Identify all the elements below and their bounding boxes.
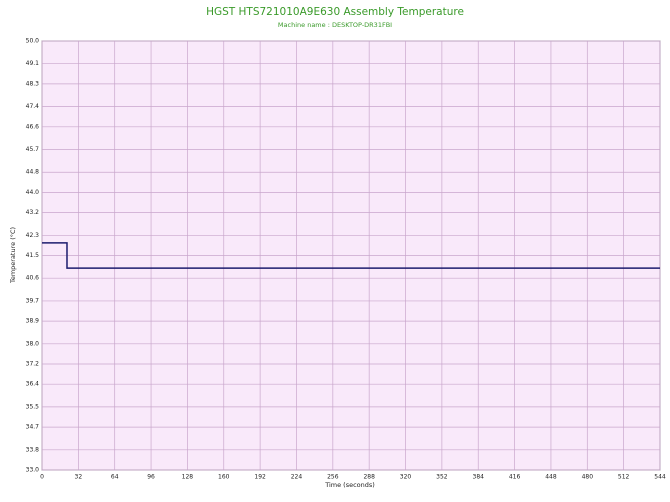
x-tick-label: 448 (545, 474, 557, 481)
y-axis-label: Temperature (°C) (9, 227, 17, 284)
y-tick-label: 40.6 (26, 275, 40, 282)
y-tick-label: 34.7 (26, 424, 40, 431)
x-tick-label: 128 (182, 474, 194, 481)
x-tick-label: 480 (582, 474, 594, 481)
y-tick-label: 43.2 (26, 209, 40, 216)
y-tick-label: 33.0 (26, 467, 40, 474)
x-tick-label: 544 (654, 474, 666, 481)
y-tick-label: 46.6 (26, 123, 40, 130)
x-tick-label: 192 (254, 474, 266, 481)
y-tick-label: 45.7 (26, 146, 40, 153)
y-tick-label: 38.0 (26, 340, 40, 347)
y-tick-label: 44.8 (26, 169, 40, 176)
y-tick-label: 49.1 (26, 60, 40, 67)
x-tick-label: 352 (436, 474, 448, 481)
y-tick-label: 41.5 (26, 252, 40, 259)
y-tick-label: 37.2 (26, 361, 40, 368)
y-tick-label: 38.9 (26, 318, 40, 325)
x-axis-label: Time (seconds) (324, 481, 375, 489)
x-tick-label: 32 (75, 474, 83, 481)
chart-subtitle: Machine name : DESKTOP-DR31FBI (278, 21, 392, 29)
y-tick-label: 36.4 (26, 381, 40, 388)
x-tick-label: 288 (363, 474, 375, 481)
y-tick-label: 50.0 (26, 38, 40, 45)
y-tick-label: 33.8 (26, 446, 40, 453)
x-tick-label: 64 (111, 474, 119, 481)
y-tick-label: 48.3 (26, 80, 40, 87)
y-tick-label: 47.4 (26, 103, 40, 110)
chart-title: HGST HTS721010A9E630 Assembly Temperatur… (206, 6, 464, 18)
x-tick-label: 256 (327, 474, 339, 481)
x-tick-label: 96 (147, 474, 155, 481)
y-tick-label: 39.7 (26, 297, 40, 304)
y-tick-label: 44.0 (26, 189, 40, 196)
x-tick-label: 320 (400, 474, 412, 481)
series-line (42, 242, 660, 269)
x-tick-label: 224 (291, 474, 303, 481)
x-tick-label: 0 (40, 474, 44, 481)
y-tick-label: 35.5 (26, 403, 40, 410)
x-tick-label: 160 (218, 474, 230, 481)
x-tick-label: 384 (473, 474, 485, 481)
y-tick-label: 42.3 (26, 232, 40, 239)
x-tick-label: 416 (509, 474, 521, 481)
x-tick-label: 512 (618, 474, 630, 481)
